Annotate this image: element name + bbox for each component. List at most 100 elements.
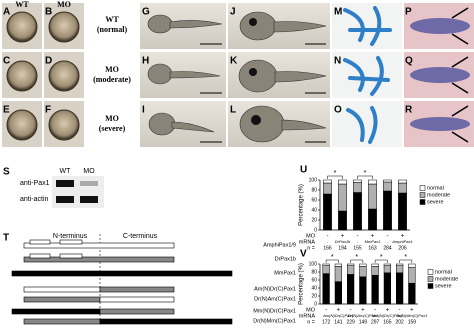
panel-letters: A B C D E F G H I J K L M N O P Q R S T U V — [3, 7, 413, 260]
y-tick-label: 100 — [309, 177, 318, 183]
bar-segment — [396, 263, 404, 266]
mo-value: - — [350, 308, 352, 314]
photos — [2, 3, 474, 147]
mrna-label: AmphiPax1 — [391, 239, 412, 244]
bar-segment — [383, 263, 391, 266]
mrna-label: Dr(N)Am(C)Pax1 — [348, 313, 378, 318]
significance-star: * — [331, 254, 334, 261]
bar-segment — [338, 179, 347, 185]
mo-label: MO — [306, 233, 316, 239]
mo-value: + — [337, 308, 341, 314]
panel-letter: I — [142, 105, 145, 116]
bar-segment — [396, 265, 404, 274]
n-value: 163 — [368, 245, 377, 251]
mrna-label: - — [357, 239, 359, 244]
bar-segment — [334, 281, 342, 305]
row-label: (severe) — [99, 124, 126, 133]
bar-segment — [398, 182, 407, 194]
mrna-label: - — [327, 239, 329, 244]
significance-bracket — [350, 259, 364, 263]
column-header: MO — [57, 0, 71, 9]
mo-value: + — [341, 234, 345, 240]
panel-letter: R — [405, 105, 413, 116]
panel-letter: C — [3, 56, 10, 67]
y-axis-label: Percentage (%) — [299, 263, 305, 305]
y-tick-label: 0 — [314, 301, 317, 307]
y-tick-label: 20 — [311, 293, 317, 299]
bar-segment — [322, 265, 330, 274]
significance-star: * — [334, 170, 337, 177]
row-label: (normal) — [97, 25, 128, 34]
significance-star: * — [380, 254, 383, 261]
legend-label: normal — [435, 269, 452, 275]
panel-letter: Q — [405, 56, 413, 67]
construct-label: Dr(N)Mm(C)Pax1 — [253, 318, 296, 324]
significance-star: * — [404, 254, 407, 261]
legend-swatch — [427, 276, 434, 282]
terminal-label: N-terminus — [53, 233, 88, 240]
antibody-label: anti-Pax1 — [20, 180, 50, 187]
panel-letter: T — [3, 233, 9, 244]
y-tick-label: 100 — [309, 261, 318, 267]
mo-value: - — [399, 308, 401, 314]
legend-swatch — [419, 192, 426, 198]
legend-swatch — [427, 269, 434, 275]
bar-segment — [398, 179, 407, 184]
bar-segment — [408, 282, 416, 305]
mo-value: - — [357, 234, 359, 240]
y-tick-label: 40 — [311, 285, 317, 291]
bar-segment — [353, 182, 362, 193]
mo-value: - — [325, 308, 327, 314]
construct-label: Am(N)Dr(C)Pax1 — [254, 286, 296, 292]
n-value: 141 — [334, 319, 343, 325]
mo-value: - — [387, 234, 389, 240]
legend-label: severe — [427, 199, 444, 205]
mrna-label: - — [374, 313, 376, 318]
antibody-label: anti-actin — [20, 196, 49, 203]
bar-segment — [398, 192, 407, 231]
bar-segment — [383, 179, 392, 183]
bar-segment — [371, 266, 379, 276]
y-axis-label: Percentage (%) — [299, 184, 305, 226]
legend-swatch — [419, 199, 426, 205]
n-value: 297 — [371, 319, 380, 325]
significance-bracket — [325, 259, 339, 263]
legend-label: moderate — [435, 276, 458, 282]
bar-segment — [347, 265, 355, 275]
mo-value: + — [361, 308, 365, 314]
y-tick-label: 40 — [311, 207, 317, 213]
bar-segment — [368, 179, 377, 185]
terminal-label: C-terminus — [123, 233, 158, 240]
construct-label: DrPax1b — [275, 256, 296, 262]
mrna-row-label: mRNA — [299, 313, 316, 319]
mo-value: + — [371, 234, 375, 240]
panel-letter: U — [300, 165, 307, 176]
bar-segment — [368, 183, 377, 210]
bar-segment — [368, 208, 377, 231]
legend-label: normal — [427, 185, 444, 191]
mrna-label: Am(N)Dr(C)Pax1 — [322, 313, 353, 318]
mrna-label: - — [350, 313, 352, 318]
significance-bracket — [374, 259, 388, 263]
bar-segment — [322, 273, 330, 305]
significance-star: * — [355, 254, 358, 261]
n-value: 206 — [398, 245, 407, 251]
bar-segment — [322, 263, 330, 266]
panel-letter: J — [230, 7, 236, 18]
bar-segment — [353, 192, 362, 231]
bar-segment — [383, 181, 392, 192]
bar-segment — [338, 210, 347, 231]
mrna-label: - — [387, 239, 389, 244]
n-value: 149 — [359, 319, 368, 325]
bar-segment — [359, 266, 367, 278]
y-tick-label: 60 — [311, 197, 317, 203]
mo-value: - — [327, 234, 329, 240]
bar-segment — [383, 272, 391, 305]
n-value: 284 — [383, 245, 392, 251]
mrna-label: - — [399, 313, 401, 318]
bar-segment — [323, 193, 332, 231]
mrna-label: Dr(N)Mm(C)Pax1 — [396, 313, 427, 318]
row-label: MO — [105, 114, 119, 123]
construct-label: Dr(N)Am(C)Pax1 — [254, 296, 296, 302]
